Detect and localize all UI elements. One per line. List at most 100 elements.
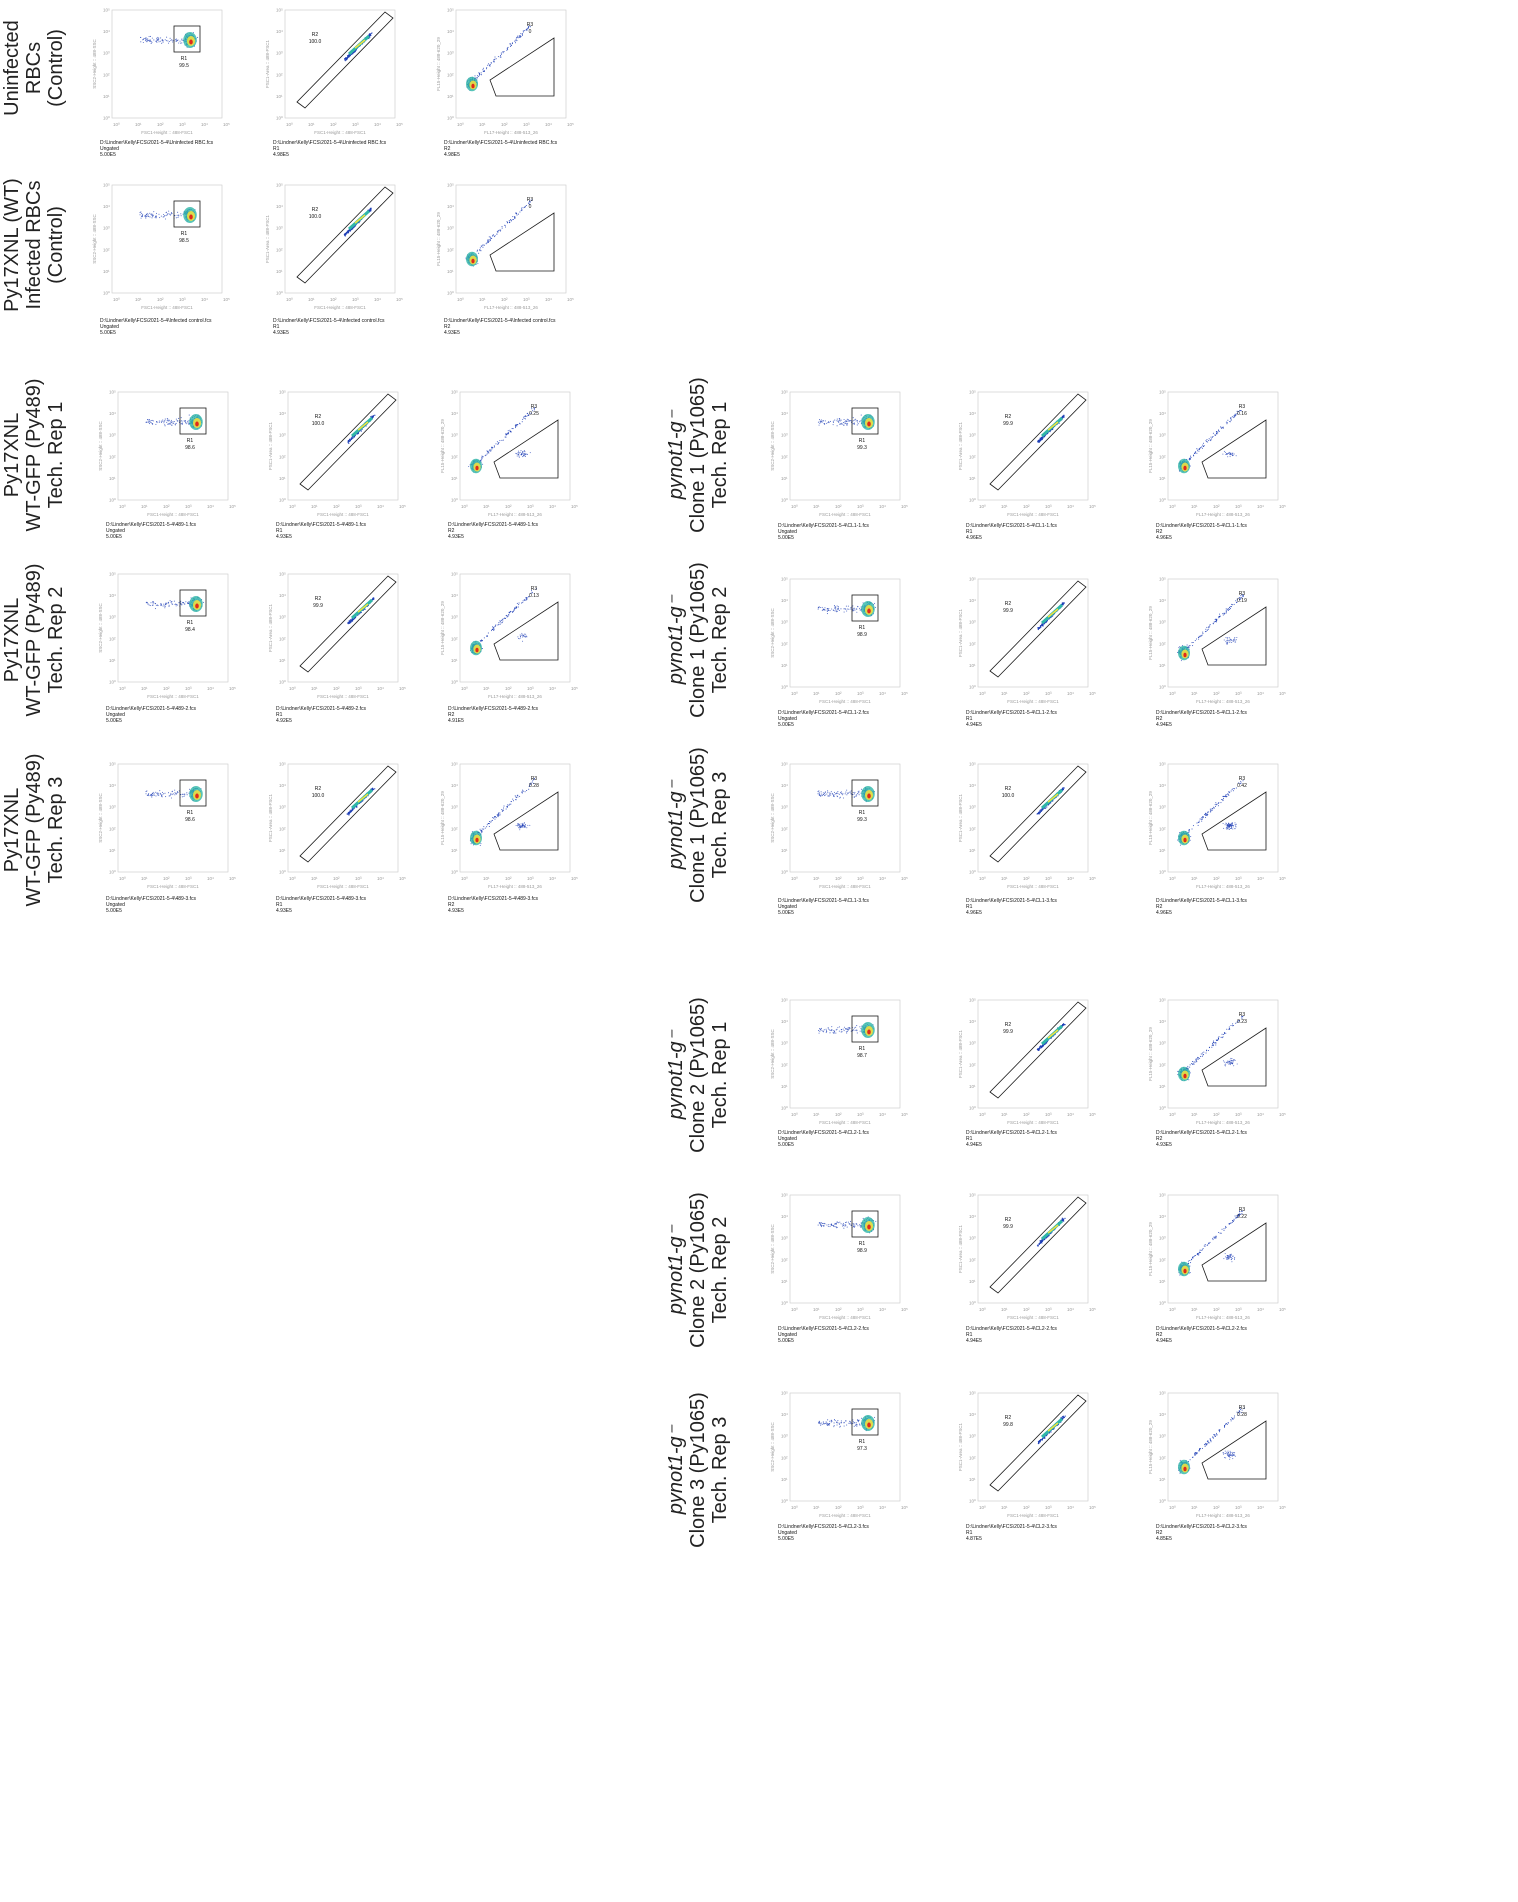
event-dot: [146, 39, 148, 41]
caption-line: Ungated: [106, 712, 125, 718]
event-dot: [1038, 440, 1041, 442]
y-tick-label: 10⁴: [279, 411, 286, 416]
event-dot: [1189, 465, 1191, 467]
event-dot: [489, 240, 491, 242]
gfp-positive-event: [525, 633, 527, 635]
event-dot: [820, 419, 823, 421]
caption-line: Ungated: [100, 146, 119, 152]
plot-frame: [284, 9, 396, 119]
y-tick-label: 10⁵: [451, 762, 458, 767]
caption-line: D:\Lindner\Kelly\FCS\2021-5-4\489-2.fcs: [276, 706, 367, 712]
event-dot: [167, 40, 169, 42]
y-tick-label: 10⁰: [279, 870, 286, 875]
event-dot: [503, 805, 505, 807]
x-tick-label: 10³: [179, 122, 186, 127]
y-tick-label: 10²: [109, 454, 116, 459]
plot-svg: 10⁰10⁰10¹10¹10²10²10³10³10⁴10⁴10⁵10⁵FSC1…: [98, 762, 236, 890]
gfp-positive-event: [522, 451, 524, 453]
y-tick-label: 10³: [1159, 433, 1166, 438]
event-dot: [488, 236, 490, 238]
event-dot: [490, 62, 492, 64]
event-dot: [857, 423, 859, 425]
y-tick-label: 10¹: [103, 269, 110, 274]
y-tick-label: 10³: [447, 51, 454, 56]
density-cloud: [145, 596, 205, 612]
y-tick-label: 10⁵: [451, 572, 458, 577]
event-dot: [531, 590, 533, 592]
event-dot: [348, 440, 350, 442]
caption-line: 4.93E5: [448, 534, 464, 540]
event-dot: [349, 620, 351, 623]
gfp-positive-event: [525, 823, 527, 825]
plot-svg: 10⁰10⁰10¹10¹10²10²10³10³10⁴10⁴10⁵10⁵FSC1…: [98, 572, 236, 700]
plot-frame: [287, 573, 399, 683]
event-dot: [509, 45, 511, 47]
y-tick-label: 10¹: [447, 94, 454, 99]
event-dot: [514, 42, 516, 44]
event-dot: [487, 240, 489, 242]
event-dot: [171, 601, 173, 603]
caption-line: D:\Lindner\Kelly\FCS\2021-5-4\Infected c…: [100, 318, 212, 324]
y-tick-label: 10²: [279, 454, 286, 459]
event-dot: [140, 41, 142, 43]
event-dot: [144, 40, 147, 42]
event-dot: [481, 74, 483, 76]
event-dot: [351, 620, 354, 622]
event-dot: [368, 33, 371, 35]
event-dot: [528, 202, 530, 204]
y-axis-label: SSC2-Height :: 488-SSC: [98, 792, 103, 842]
y-tick-label: 10²: [447, 247, 454, 252]
event-dot: [523, 599, 525, 601]
event-dot: [512, 219, 514, 221]
event-dot: [148, 419, 151, 421]
event-dot: [521, 602, 523, 604]
x-tick-label: 10²: [505, 876, 512, 881]
event-dot: [479, 828, 481, 830]
event-dot: [171, 794, 173, 796]
event-dot: [149, 39, 151, 41]
event-dot: [501, 809, 503, 811]
plot-caption: D:\Lindner\Kelly\FCS\2021-5-4\489-2.fcs R…: [276, 706, 366, 724]
y-tick-label: 10³: [279, 433, 286, 438]
plot-frame: [111, 184, 223, 294]
event-dot: [837, 420, 839, 422]
event-dot: [177, 211, 179, 213]
x-tick-label: 10¹: [813, 504, 820, 509]
event-dot: [475, 77, 477, 79]
x-tick-label: 10⁵: [229, 876, 236, 881]
y-tick-label: 10²: [451, 454, 458, 459]
event-dot: [518, 36, 520, 38]
event-dot: [160, 603, 162, 605]
x-tick-label: 10⁰: [457, 122, 464, 127]
autofluorescence-streak: [479, 588, 537, 642]
event-dot: [158, 39, 160, 41]
gfp-positive-event: [529, 452, 531, 454]
gate-name: R3: [531, 586, 538, 592]
event-dot: [493, 629, 495, 631]
event-dot: [156, 41, 158, 43]
x-axis-label: FSC1-Height :: 488-FSC1: [141, 305, 193, 310]
event-dot: [821, 421, 823, 423]
gfp-positive-event: [519, 451, 521, 453]
event-dot: [160, 604, 162, 606]
caption-line: 5.00E5: [100, 330, 116, 336]
event-dot: [161, 40, 163, 42]
plot-svg: 10⁰10⁰10¹10¹10²10²10³10³10⁴10⁴10⁵10⁵FSC1…: [268, 762, 406, 890]
event-dot: [498, 442, 500, 444]
event-dot: [155, 423, 157, 425]
y-tick-label: 10¹: [276, 269, 283, 274]
density-peak: [471, 83, 475, 89]
event-dot: [859, 420, 861, 422]
y-tick-label: 10¹: [276, 94, 283, 99]
event-dot: [480, 640, 482, 642]
event-dot: [152, 792, 154, 795]
gfp-positive-event: [518, 824, 520, 826]
density-peak: [195, 603, 199, 609]
event-dot: [202, 601, 205, 603]
x-tick-label: 10⁵: [399, 876, 406, 881]
y-tick-label: 10¹: [109, 848, 116, 853]
gate-name: R1: [859, 438, 866, 444]
event-dot: [490, 821, 492, 823]
event-dot: [173, 600, 175, 602]
x-tick-label: 10²: [505, 504, 512, 509]
